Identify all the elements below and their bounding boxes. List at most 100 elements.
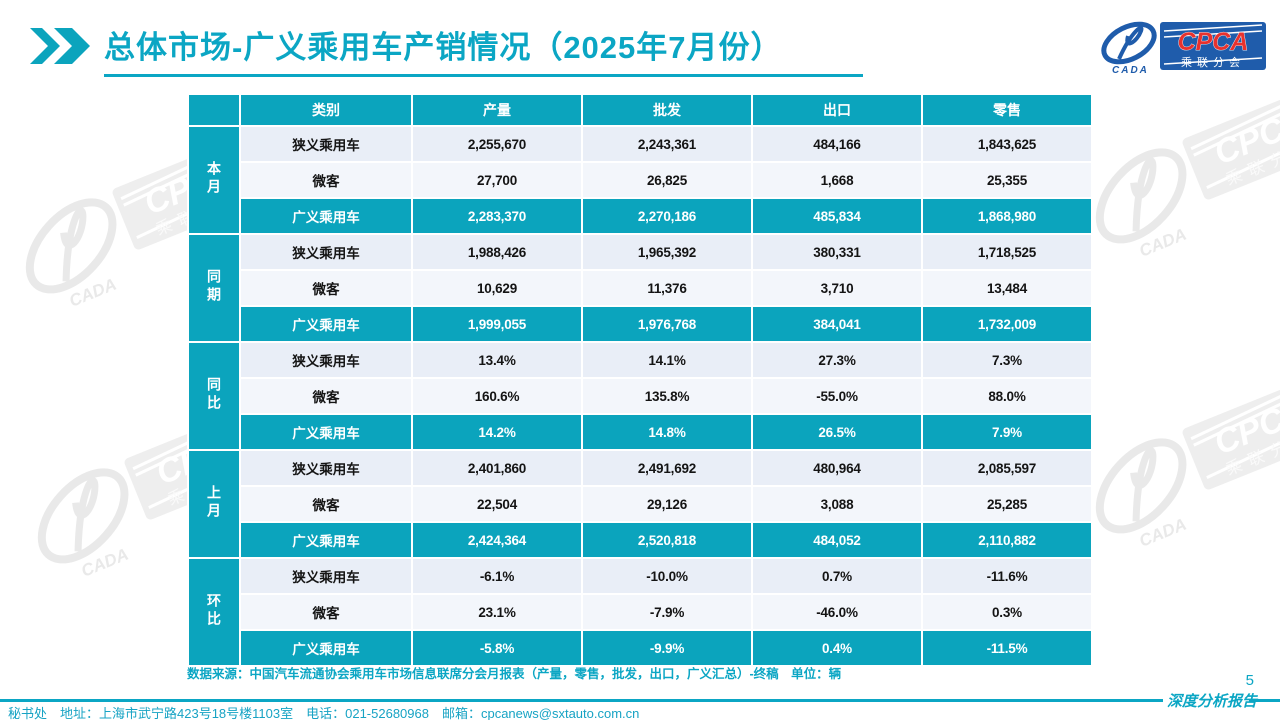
value-cell: 2,424,364 [413,523,581,557]
secretariat-address: 秘书处 地址：上海市武宁路423号18号楼1103室 电话：021-526809… [8,706,640,720]
value-cell: 1,988,426 [413,235,581,269]
report-type-label: 深度分析报告 [1167,694,1258,710]
value-cell: 2,110,882 [923,523,1091,557]
table-header-row: 类别 产量 批发 出口 零售 [189,95,1091,125]
value-cell: 0.4% [753,631,921,665]
logo-cpca-text: CPCA [1178,28,1249,56]
row-group-label: 环比 [189,559,239,665]
value-cell: 23.1% [413,595,581,629]
row-group-label: 本月 [189,127,239,233]
value-cell: 2,401,860 [413,451,581,485]
column-header-production: 产量 [413,95,581,125]
row-group-label: 同比 [189,343,239,449]
footer-divider [0,699,1163,702]
value-cell: 26,825 [583,163,751,197]
category-cell: 狭义乘用车 [241,127,411,161]
value-cell: -9.9% [583,631,751,665]
category-cell: 狭义乘用车 [241,235,411,269]
value-cell: 2,270,186 [583,199,751,233]
table-row: 广义乘用车 2,283,370 2,270,186 485,834 1,868,980 [189,199,1091,233]
market-table: 类别 产量 批发 出口 零售 本月 狭义乘用车 2,255,670 2,243,361… [187,93,1093,667]
value-cell: -10.0% [583,559,751,593]
table-row: 微客 27,700 26,825 1,668 25,355 [189,163,1091,197]
table-row: 广义乘用车 -5.8% -9.9% 0.4% -11.5% [189,631,1091,665]
category-cell: 微客 [241,487,411,521]
value-cell: 1,668 [753,163,921,197]
table-row: 广义乘用车 14.2% 14.8% 26.5% 7.9% [189,415,1091,449]
category-cell: 狭义乘用车 [241,559,411,593]
value-cell: 13.4% [413,343,581,377]
value-cell: 1,843,625 [923,127,1091,161]
value-cell: 1,976,768 [583,307,751,341]
value-cell: -55.0% [753,379,921,413]
value-cell: 13,484 [923,271,1091,305]
value-cell: -6.1% [413,559,581,593]
value-cell: 7.3% [923,343,1091,377]
value-cell: 27,700 [413,163,581,197]
value-cell: 2,243,361 [583,127,751,161]
value-cell: 27.3% [753,343,921,377]
value-cell: 88.0% [923,379,1091,413]
category-cell: 广义乘用车 [241,415,411,449]
value-cell: 2,085,597 [923,451,1091,485]
value-cell: 484,166 [753,127,921,161]
value-cell: -7.9% [583,595,751,629]
value-cell: 14.1% [583,343,751,377]
cpca-watermark: CADA CPCA 乘联分会 [1065,352,1280,582]
value-cell: 384,041 [753,307,921,341]
value-cell: 485,834 [753,199,921,233]
category-cell: 微客 [241,379,411,413]
table-row: 微客 23.1% -7.9% -46.0% 0.3% [189,595,1091,629]
footer-divider-short [1249,699,1280,702]
table-row: 本月 狭义乘用车 2,255,670 2,243,361 484,166 1,843,62… [189,127,1091,233]
logo-cn-text: 乘联分会 [1181,56,1245,69]
value-cell: 2,491,692 [583,451,751,485]
value-cell: 25,285 [923,487,1091,521]
row-group-label: 上月 [189,451,239,557]
value-cell: -5.8% [413,631,581,665]
value-cell: 484,052 [753,523,921,557]
cpca-watermark: CADA CPCA 乘联分会 [1065,62,1280,292]
table-row: 广义乘用车 2,424,364 2,520,818 484,052 2,110,882 [189,523,1091,557]
logo-cada-text: CADA [1112,65,1149,76]
table-row: 同比 狭义乘用车 13.4% 14.1% 27.3% 7.3% [189,343,1091,449]
value-cell: 1,999,055 [413,307,581,341]
category-cell: 广义乘用车 [241,199,411,233]
category-cell: 广义乘用车 [241,631,411,665]
value-cell: 25,355 [923,163,1091,197]
table-row: 同期 狭义乘用车 1,988,426 1,965,392 380,331 1,718,52… [189,235,1091,341]
value-cell: 10,629 [413,271,581,305]
value-cell: 480,964 [753,451,921,485]
cpca-logo: CADA CPCA 乘联分会 [1098,16,1270,76]
column-header-export: 出口 [753,95,921,125]
table-row: 环比 狭义乘用车 -6.1% -10.0% 0.7% -11.6% [189,559,1091,665]
column-header-retail: 零售 [923,95,1091,125]
value-cell: 3,088 [753,487,921,521]
value-cell: 2,520,818 [583,523,751,557]
category-cell: 广义乘用车 [241,523,411,557]
table-row: 微客 22,504 29,126 3,088 25,285 [189,487,1091,521]
table-row: 广义乘用车 1,999,055 1,976,768 384,041 1,732,009 [189,307,1091,341]
value-cell: 11,376 [583,271,751,305]
page-number: 5 [1245,672,1254,689]
column-header-wholesale: 批发 [583,95,751,125]
data-source-note: 数据来源：中国汽车流通协会乘用车市场信息联席分会月报表（产量，零售，批发，出口，… [187,667,842,681]
category-cell: 微客 [241,271,411,305]
value-cell: 14.2% [413,415,581,449]
corner-cell [189,95,239,125]
category-cell: 微客 [241,163,411,197]
table-row: 微客 10,629 11,376 3,710 13,484 [189,271,1091,305]
double-chevron-icon [30,28,90,64]
value-cell: -46.0% [753,595,921,629]
column-header-category: 类别 [241,95,411,125]
value-cell: -11.6% [923,559,1091,593]
value-cell: 0.3% [923,595,1091,629]
value-cell: 1,732,009 [923,307,1091,341]
value-cell: 7.9% [923,415,1091,449]
table-row: 微客 160.6% 135.8% -55.0% 88.0% [189,379,1091,413]
value-cell: 2,255,670 [413,127,581,161]
value-cell: 2,283,370 [413,199,581,233]
category-cell: 狭义乘用车 [241,451,411,485]
value-cell: 14.8% [583,415,751,449]
value-cell: 1,868,980 [923,199,1091,233]
